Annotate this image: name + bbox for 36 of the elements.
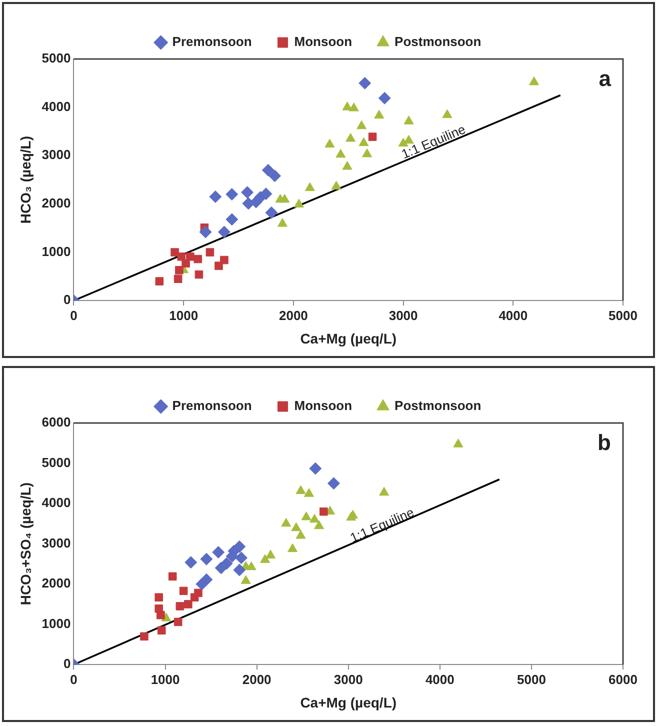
x-tick-label: 6000 [608,672,638,687]
y-tick-label: 0 [63,292,71,308]
x-axis-title: Ca+Mg (µeq/L) [300,330,397,346]
y-tick-label: 1000 [42,244,71,259]
legend-label: Postmonsoon [394,34,482,50]
x-tick-label: 5000 [608,308,638,323]
legend-label: Monsoon [294,398,352,414]
y-tick-label: 5000 [42,454,71,470]
x-tick-label: 4000 [498,308,528,323]
y-axis-title: HCO₃ (µeq/L) [17,136,34,224]
x-tick-label: 1000 [169,308,198,323]
x-axis-title: Ca+Mg (µeq/L) [300,694,397,710]
legend-label: Postmonsoon [394,398,482,414]
x-tick-label: 2000 [278,308,308,323]
y-tick-label: 4000 [42,98,71,114]
y-tick-label: 0 [63,656,71,672]
annotation: b [598,430,611,456]
x-tick-label: 2000 [242,672,272,687]
y-tick-label: 3000 [42,147,71,162]
x-tick-label: 3000 [388,308,418,323]
legend-label: Monsoon [294,34,352,50]
legend-label: Premonsoon [172,398,252,414]
y-tick-label: 3000 [42,535,71,550]
y-axis-title: HCO₃+SO₄ (µeq/L) [17,482,34,606]
x-tick-label: 5000 [516,672,546,687]
y-tick-label: 1000 [42,616,71,631]
annotation: a [598,66,612,92]
y-tick-label: 6000 [42,414,71,430]
y-tick-label: 2000 [42,576,71,591]
x-tick-label: 3000 [334,672,363,687]
legend-label: Premonsoon [172,34,252,50]
x-tick-label: 4000 [425,672,454,687]
y-tick-label: 2000 [42,196,71,211]
y-tick-label: 4000 [42,495,71,510]
y-tick-label: 5000 [42,50,71,66]
x-tick-label: 1000 [150,672,180,687]
